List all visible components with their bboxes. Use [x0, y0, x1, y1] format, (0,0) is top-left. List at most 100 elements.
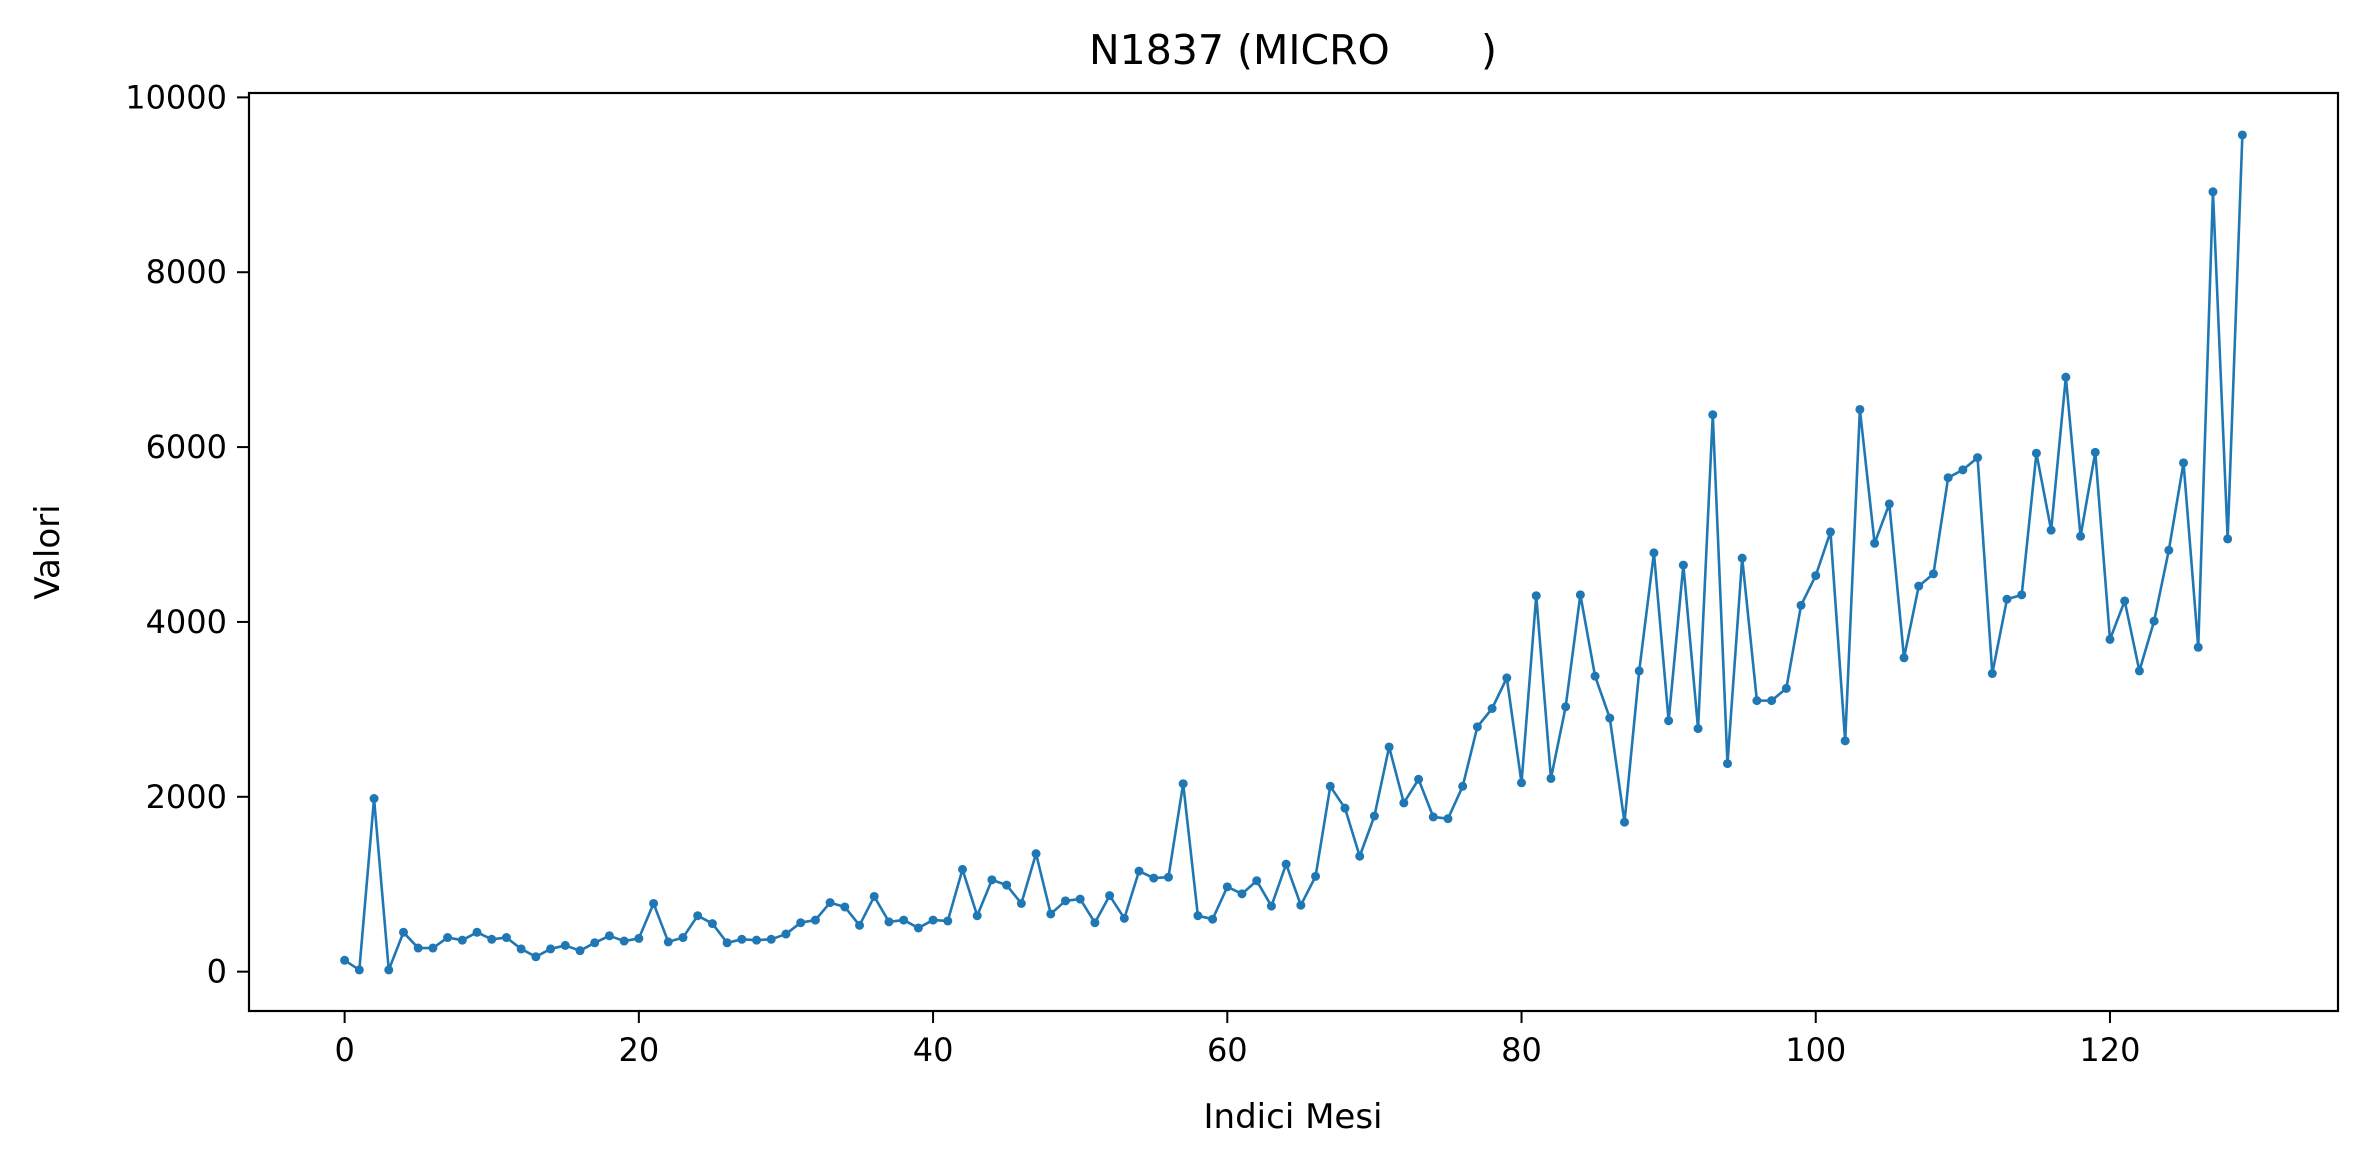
data-point [634, 933, 644, 943]
x-tick-label: 60 [1207, 1031, 1248, 1069]
data-point [1531, 591, 1541, 601]
data-point [1208, 914, 1218, 924]
data-point [1237, 889, 1247, 899]
data-point [1796, 600, 1806, 610]
data-point [1414, 774, 1424, 784]
data-point [1031, 849, 1041, 859]
data-point [2105, 634, 2115, 644]
x-tick-label: 80 [1501, 1031, 1542, 1069]
x-tick-label: 20 [618, 1031, 659, 1069]
data-point [1487, 704, 1497, 713]
data-point [796, 918, 806, 928]
data-point [1943, 473, 1953, 483]
data-point [2164, 545, 2174, 555]
data-point [1546, 773, 1556, 783]
data-point [1737, 553, 1747, 563]
data-point [958, 864, 967, 874]
y-axis-ticks: 0 2000 4000 6000 8000 10000 [125, 78, 249, 991]
data-point [1884, 499, 1894, 509]
data-point [943, 916, 953, 926]
x-tick-label: 100 [1785, 1031, 1846, 1069]
data-point [2208, 187, 2218, 197]
data-point [1825, 527, 1835, 537]
data-point [560, 940, 570, 950]
data-point [1752, 696, 1762, 706]
data-point [1119, 913, 1129, 923]
data-point [619, 936, 629, 946]
data-point [531, 952, 541, 962]
data-point [457, 935, 467, 945]
data-point [1325, 781, 1335, 791]
data-point [766, 934, 776, 944]
data-point [1266, 901, 1276, 911]
data-point [1693, 724, 1703, 734]
y-axis-label: Valori [28, 504, 68, 599]
data-point [1605, 713, 1615, 723]
data-point [1664, 716, 1674, 726]
data-point [1458, 781, 1468, 791]
data-point [1722, 759, 1732, 769]
data-point [1149, 873, 1159, 883]
x-tick-label: 120 [2079, 1031, 2140, 1069]
data-point [1590, 671, 1600, 681]
data-point [1914, 581, 1924, 591]
data-point [855, 920, 865, 930]
data-point [1369, 811, 1379, 821]
data-point [1620, 817, 1629, 827]
data-point [1002, 880, 1012, 890]
data-point [928, 915, 938, 925]
data-point [1252, 876, 1262, 886]
data-point [1340, 803, 1350, 813]
data-point [604, 931, 614, 941]
data-point [1163, 872, 1173, 882]
data-point [1973, 453, 1983, 463]
data-point [1811, 571, 1821, 581]
data-point [413, 943, 423, 953]
data-point [428, 943, 438, 953]
data-point [1193, 911, 1203, 921]
data-point [546, 944, 556, 954]
data-point [2134, 666, 2144, 676]
data-point [487, 934, 497, 944]
data-point [1678, 560, 1688, 570]
data-point [1928, 569, 1938, 579]
data-point [722, 938, 732, 948]
data-point [869, 891, 879, 901]
data-point [1899, 653, 1909, 663]
data-point [663, 937, 673, 947]
data-point [810, 915, 820, 925]
data-point [1649, 548, 1659, 558]
data-point [1384, 742, 1394, 752]
data-point [2179, 458, 2189, 468]
x-tick-label: 0 [334, 1031, 354, 1069]
data-point [1075, 894, 1085, 904]
data-point [649, 898, 659, 908]
data-point [1428, 812, 1438, 822]
data-point [575, 946, 585, 956]
y-tick-label: 6000 [146, 428, 227, 466]
data-point [2223, 534, 2233, 544]
data-point [1443, 814, 1453, 824]
data-point [707, 919, 717, 929]
data-point [2193, 642, 2203, 652]
data-point [2017, 590, 2027, 600]
x-axis-label: Indici Mesi [1204, 1097, 1383, 1137]
data-point [1781, 683, 1791, 693]
y-tick-label: 4000 [146, 603, 227, 641]
data-point [384, 965, 394, 975]
chart-title: N1837 (MICRO ) [1089, 26, 1497, 74]
data-point [1105, 891, 1115, 901]
data-point [1840, 736, 1850, 746]
data-point [1958, 465, 1968, 475]
plot-area-frame [247, 91, 2340, 1013]
data-point [1987, 669, 1997, 679]
data-point [1502, 673, 1512, 683]
data-point [2120, 596, 2130, 606]
data-point [354, 965, 364, 975]
x-axis-ticks: 0 20 40 60 80 100 120 [334, 1011, 2141, 1069]
data-point [781, 929, 791, 939]
data-point [972, 911, 982, 921]
data-point [1311, 871, 1321, 881]
